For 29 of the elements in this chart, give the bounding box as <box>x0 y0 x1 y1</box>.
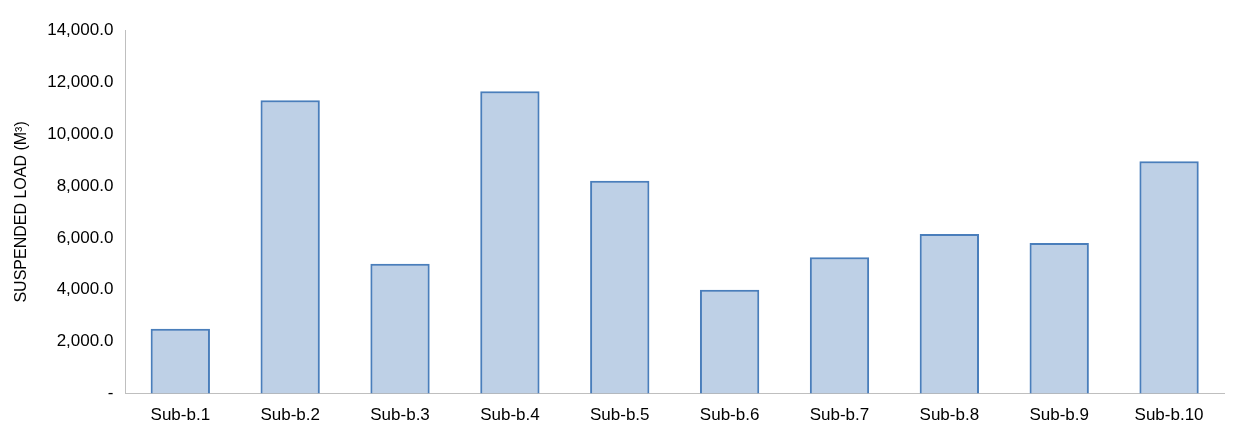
x-tick-label: Sub-b.1 <box>150 405 211 425</box>
bar <box>1139 161 1199 394</box>
x-tick-label: Sub-b.9 <box>1029 405 1089 425</box>
x-tick-label: Sub-b.3 <box>370 405 430 425</box>
x-tick-label: Sub-b.8 <box>919 405 980 425</box>
y-axis-title: SUSPENDED LOAD (M³) <box>12 121 30 303</box>
y-tick-label: - <box>107 383 114 403</box>
bar <box>370 263 430 394</box>
y-tick-label: 6,000.0 <box>56 227 114 247</box>
y-tick-label: 14,000.0 <box>47 19 114 39</box>
y-tick-label: 4,000.0 <box>56 279 114 299</box>
bar <box>919 233 980 394</box>
y-tick-label: 2,000.0 <box>56 331 114 351</box>
bar <box>150 328 210 394</box>
bar <box>699 289 760 394</box>
bar <box>260 100 320 394</box>
x-tick-label: Sub-b.10 <box>1134 405 1204 425</box>
bar <box>590 180 650 394</box>
x-tick-label: Sub-b.4 <box>480 405 540 425</box>
y-tick-label: 8,000.0 <box>56 175 114 195</box>
x-tick-label: Sub-b.2 <box>260 405 320 425</box>
y-tick-label: 10,000.0 <box>47 123 114 143</box>
bar <box>480 91 540 394</box>
x-tick-label: Sub-b.5 <box>589 405 650 425</box>
x-tick-label: Sub-b.6 <box>699 405 760 425</box>
bar <box>1029 243 1089 394</box>
bar <box>809 257 870 394</box>
x-tick-label: Sub-b.7 <box>809 405 870 425</box>
y-tick-label: 12,000.0 <box>47 71 114 91</box>
